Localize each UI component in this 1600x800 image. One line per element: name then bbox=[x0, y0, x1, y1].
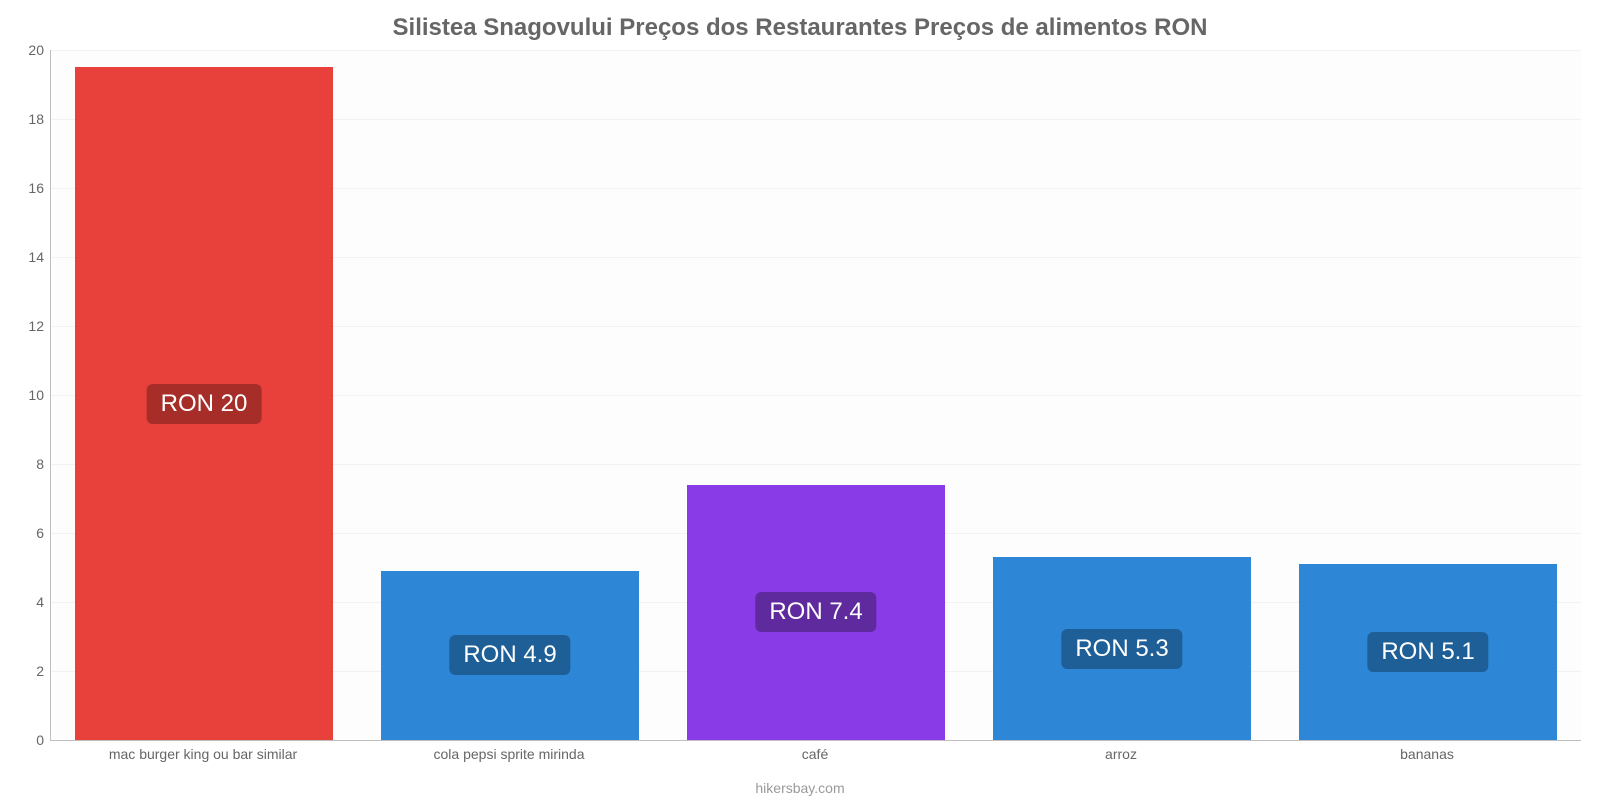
ytick-label: 16 bbox=[4, 180, 44, 196]
xtick-label: café bbox=[802, 746, 828, 762]
chart-title: Silistea Snagovului Preços dos Restauran… bbox=[0, 14, 1600, 42]
value-badge: RON 5.3 bbox=[1061, 629, 1182, 669]
ytick-label: 20 bbox=[4, 42, 44, 58]
gridline bbox=[51, 50, 1581, 51]
attribution-label: hikersbay.com bbox=[0, 780, 1600, 796]
ytick-label: 2 bbox=[4, 663, 44, 679]
xtick-label: arroz bbox=[1105, 746, 1137, 762]
xtick-label: bananas bbox=[1400, 746, 1454, 762]
ytick-label: 0 bbox=[4, 732, 44, 748]
ytick-label: 6 bbox=[4, 525, 44, 541]
ytick-label: 8 bbox=[4, 456, 44, 472]
xtick-label: mac burger king ou bar similar bbox=[109, 746, 297, 762]
value-badge: RON 7.4 bbox=[755, 592, 876, 632]
ytick-label: 10 bbox=[4, 387, 44, 403]
value-badge: RON 4.9 bbox=[449, 635, 570, 675]
ytick-label: 12 bbox=[4, 318, 44, 334]
chart-container: Silistea Snagovului Preços dos Restauran… bbox=[0, 0, 1600, 800]
ytick-label: 18 bbox=[4, 111, 44, 127]
value-badge: RON 20 bbox=[147, 384, 262, 424]
plot-area: RON 20 RON 4.9 RON 7.4 RON 5.3 RON 5.1 bbox=[50, 50, 1581, 741]
ytick-label: 4 bbox=[4, 594, 44, 610]
value-badge: RON 5.1 bbox=[1367, 632, 1488, 672]
ytick-label: 14 bbox=[4, 249, 44, 265]
xtick-label: cola pepsi sprite mirinda bbox=[434, 746, 585, 762]
